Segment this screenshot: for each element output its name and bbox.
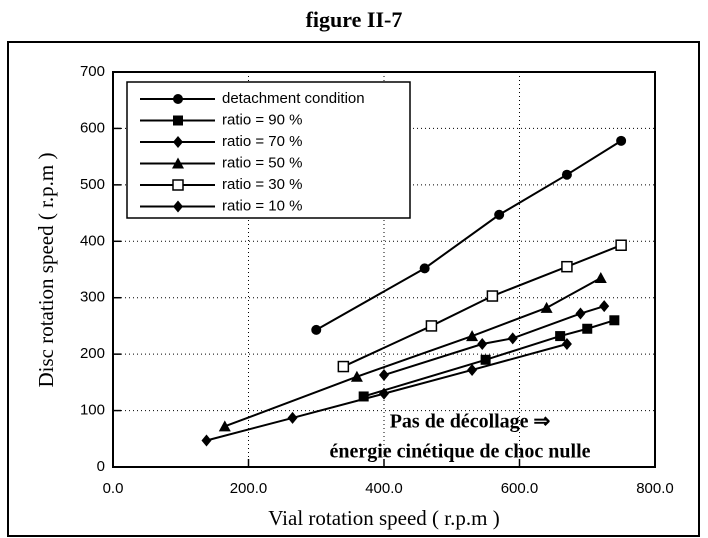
y-tick-label: 600 (80, 119, 105, 136)
marker (594, 271, 607, 283)
legend-marker (173, 136, 183, 148)
legend-marker (173, 200, 183, 213)
legend-marker (172, 157, 184, 169)
legend-label: ratio = 30 % (222, 176, 302, 193)
y-tick-label: 300 (80, 289, 105, 306)
marker (379, 369, 389, 382)
y-axis-label: Disc rotation speed ( r.p.m ) (34, 152, 58, 387)
marker (201, 434, 212, 447)
x-axis-label: Vial rotation speed ( r.p.m ) (268, 506, 499, 530)
legend-label: ratio = 50 % (222, 154, 302, 171)
legend-marker (173, 115, 183, 126)
annotation: énergie cinétique de choc nulle (329, 441, 590, 463)
legend-box (126, 81, 411, 219)
series-line (224, 277, 602, 428)
plot-border (112, 71, 656, 468)
x-tick-label: 200.0 (230, 480, 268, 497)
frame (7, 41, 700, 537)
legend-label: ratio = 70 % (222, 133, 302, 150)
marker (599, 300, 610, 313)
marker (218, 420, 231, 432)
y-tick-label: 200 (80, 345, 105, 362)
x-tick-label: 600.0 (501, 480, 539, 497)
marker (616, 135, 627, 146)
x-tick-label: 800.0 (636, 480, 674, 497)
y-tick-label: 0 (97, 458, 105, 475)
y-tick-label: 500 (80, 176, 105, 193)
marker (350, 370, 363, 382)
marker (477, 337, 488, 350)
legend-label: detachment condition (222, 90, 365, 107)
legend-marker (172, 179, 184, 191)
y-tick-label: 100 (80, 402, 105, 419)
marker (425, 320, 438, 332)
marker (358, 391, 369, 402)
marker (419, 263, 430, 274)
chart-title: figure II-7 (306, 7, 403, 32)
legend-label: ratio = 10 % (222, 197, 302, 214)
marker (507, 332, 518, 345)
marker (609, 315, 620, 326)
marker (561, 337, 572, 350)
marker (486, 290, 499, 302)
marker (379, 387, 389, 400)
marker (311, 324, 322, 335)
marker (561, 169, 572, 180)
marker (337, 360, 350, 373)
y-tick-label: 400 (80, 232, 105, 249)
marker (287, 411, 298, 424)
marker (494, 209, 505, 220)
marker (555, 331, 566, 342)
marker (467, 363, 478, 376)
x-tick-label: 400.0 (365, 480, 403, 497)
marker (615, 239, 627, 251)
legend-marker (173, 94, 183, 104)
x-tick-label: 0.0 (103, 480, 124, 497)
legend-label: ratio = 90 % (222, 111, 302, 128)
marker (561, 260, 573, 273)
annotation: Pas de décollage ⇒ (390, 411, 551, 433)
marker (540, 301, 553, 313)
marker (582, 323, 593, 334)
marker (575, 307, 586, 320)
y-tick-label: 700 (80, 63, 105, 80)
marker (466, 330, 479, 342)
marker (480, 354, 491, 365)
